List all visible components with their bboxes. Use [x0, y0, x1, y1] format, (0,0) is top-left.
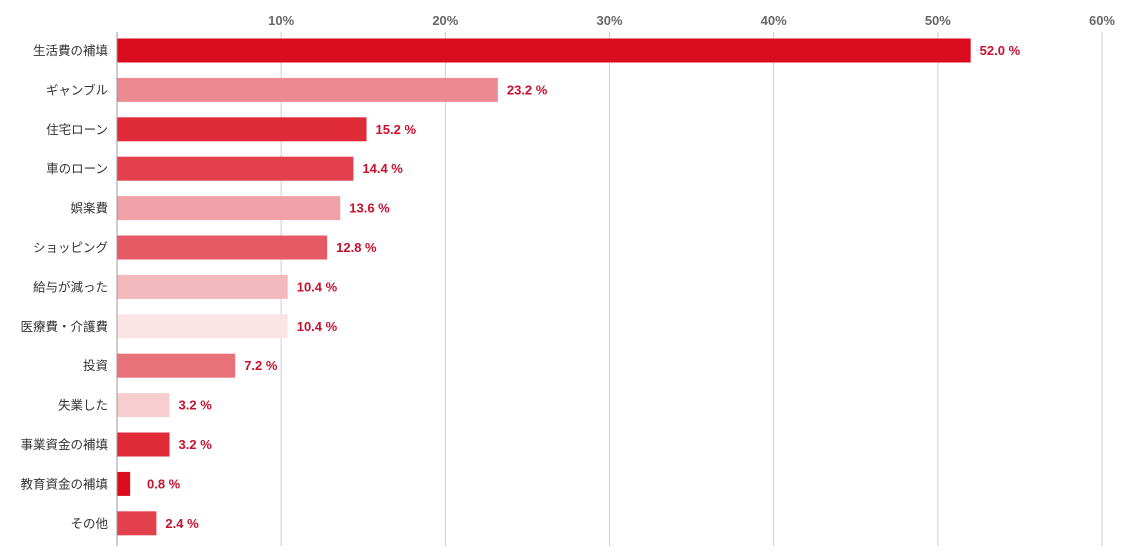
data-label: 3.2 % [179, 437, 213, 452]
category-label: ギャンブル [46, 82, 108, 97]
category-label: 投資 [83, 358, 108, 373]
data-label: 52.0 % [980, 43, 1021, 58]
x-tick-label: 30% [596, 13, 622, 28]
category-label: 娯楽費 [70, 201, 108, 216]
data-label: 2.4 % [165, 516, 199, 531]
category-label: 医療費・介護費 [20, 319, 108, 334]
x-tick-label: 50% [925, 13, 951, 28]
bar [117, 353, 236, 378]
category-label: ショッピング [33, 240, 108, 255]
x-tick-label: 10% [268, 13, 294, 28]
bar [117, 77, 498, 102]
category-label: 給与が減った [33, 279, 108, 294]
category-label: その他 [70, 516, 108, 531]
bar [117, 235, 328, 260]
category-label: 失業した [58, 398, 108, 413]
data-label: 7.2 % [244, 358, 278, 373]
bar [117, 314, 288, 339]
x-tick-label: 40% [761, 13, 787, 28]
bar [117, 38, 971, 63]
data-label: 14.4 % [362, 161, 403, 176]
bars [117, 38, 971, 536]
data-label: 13.6 % [349, 201, 390, 216]
data-label: 15.2 % [376, 122, 417, 137]
category-labels: 生活費の補填ギャンブル住宅ローン車のローン娯楽費ショッピング給与が減った医療費・… [20, 43, 108, 531]
bar [117, 117, 367, 142]
bar [117, 393, 170, 418]
bar [117, 274, 288, 299]
category-label: 事業資金の補填 [20, 437, 108, 452]
data-label: 0.8 % [147, 476, 181, 491]
bar [117, 432, 170, 457]
gridlines [280, 32, 1103, 546]
data-label: 10.4 % [297, 319, 338, 334]
category-label: 車のローン [46, 161, 108, 176]
x-axis-ticks: 10% 20% 30% 40% 50% 60% [268, 13, 1115, 28]
data-label: 10.4 % [297, 279, 338, 294]
data-label: 3.2 % [179, 398, 213, 413]
category-label: 住宅ローン [46, 122, 108, 137]
data-label: 12.8 % [336, 240, 377, 255]
bar [117, 196, 341, 221]
data-label: 23.2 % [507, 82, 548, 97]
category-label: 教育資金の補填 [20, 476, 108, 491]
x-tick-label: 60% [1089, 13, 1115, 28]
category-label: 生活費の補填 [33, 43, 108, 58]
value-labels: 52.0 % 23.2 % 15.2 % 14.4 % 13.6 % 12.8 % 10.4… [147, 43, 1021, 531]
bar [117, 511, 157, 536]
x-tick-label: 20% [432, 13, 458, 28]
bar [117, 471, 131, 496]
bar [117, 156, 354, 181]
